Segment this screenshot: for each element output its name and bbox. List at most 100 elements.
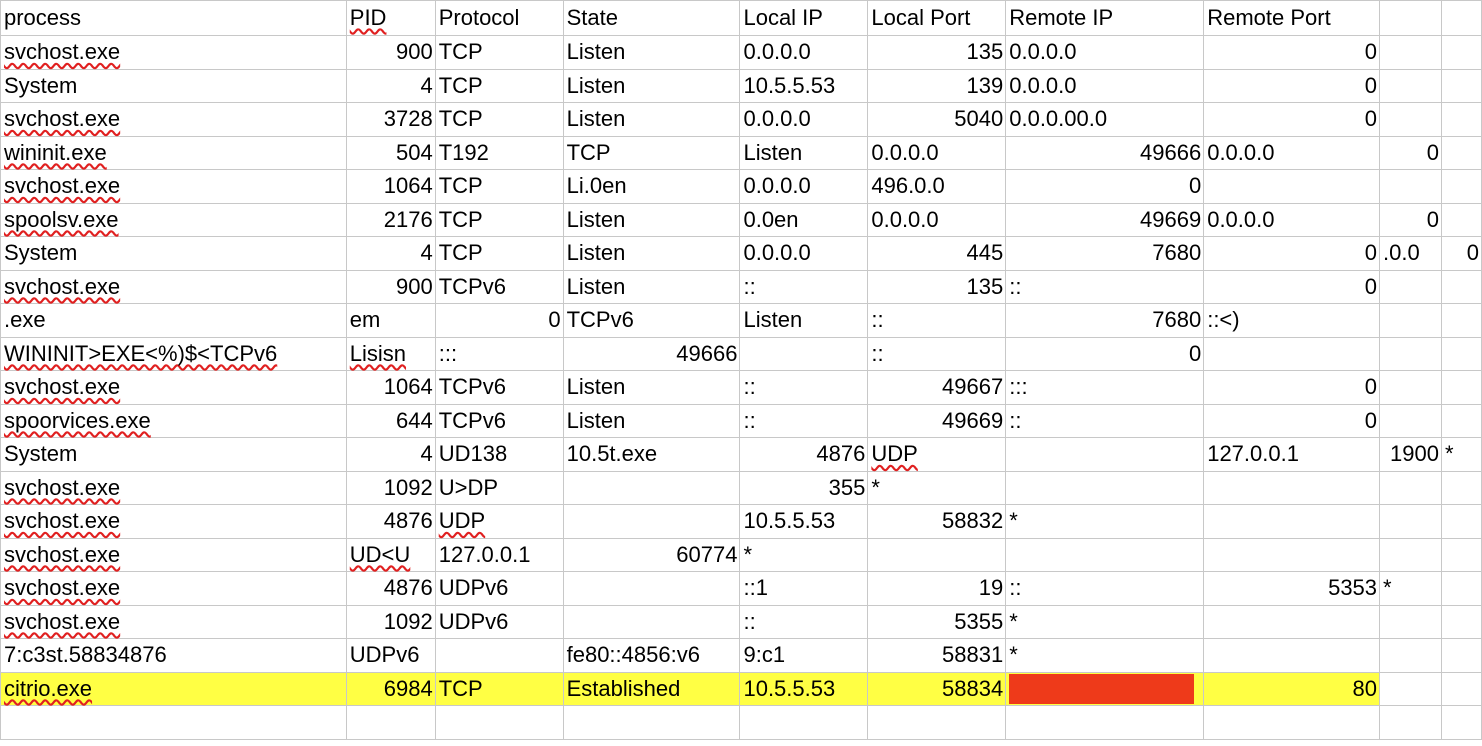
cell[interactable]: 1092 xyxy=(345,604,436,639)
cell[interactable]: svchost.exe xyxy=(0,571,347,606)
cell[interactable]: 0.0.0.0 xyxy=(739,102,869,137)
cell[interactable]: 127.0.0.1 xyxy=(1203,437,1381,472)
header-state[interactable]: State xyxy=(562,0,741,36)
cell[interactable] xyxy=(345,705,436,740)
cell[interactable]: ::: xyxy=(434,336,564,371)
cell[interactable] xyxy=(867,705,1007,740)
cell[interactable] xyxy=(1379,638,1442,673)
cell[interactable]: :: xyxy=(867,336,1007,371)
cell[interactable]: :: xyxy=(1005,403,1205,438)
cell[interactable]: :: xyxy=(739,604,869,639)
cell[interactable]: svchost.exe xyxy=(0,35,347,70)
cell[interactable]: 1092 xyxy=(345,470,436,505)
cell[interactable]: svchost.exe xyxy=(0,370,347,405)
cell[interactable] xyxy=(1441,35,1482,70)
cell[interactable] xyxy=(562,470,741,505)
cell[interactable]: UDP xyxy=(434,504,564,539)
cell[interactable]: Listen xyxy=(562,269,741,304)
cell[interactable]: 0.0.0.0 xyxy=(867,202,1007,237)
cell[interactable]: 5353 xyxy=(1203,571,1381,606)
cell[interactable]: 0.0.0.00.0 xyxy=(1005,102,1205,137)
cell[interactable]: :: xyxy=(1005,571,1205,606)
header-extra-2[interactable] xyxy=(1441,0,1482,36)
cell[interactable]: * xyxy=(1005,638,1205,673)
cell[interactable] xyxy=(434,638,564,673)
cell[interactable]: * xyxy=(739,537,869,572)
cell[interactable] xyxy=(1379,705,1442,740)
cell[interactable]: 0 xyxy=(434,303,564,338)
cell[interactable] xyxy=(1203,169,1381,204)
cell[interactable]: 0.0.0.0 xyxy=(867,135,1007,170)
cell[interactable]: 0.0.0.0 xyxy=(739,35,869,70)
header-protocol[interactable]: Protocol xyxy=(434,0,564,36)
cell[interactable] xyxy=(1441,571,1482,606)
header-local-ip[interactable]: Local IP xyxy=(739,0,869,36)
cell[interactable]: TCP xyxy=(434,169,564,204)
cell[interactable]: 0.0.0.0 xyxy=(1005,68,1205,103)
cell[interactable]: * xyxy=(867,470,1007,505)
header-extra-1[interactable] xyxy=(1379,0,1442,36)
cell[interactable]: 0 xyxy=(1379,202,1442,237)
cell[interactable]: * xyxy=(1441,437,1482,472)
cell[interactable]: Listen xyxy=(562,403,741,438)
cell[interactable]: 4 xyxy=(345,437,436,472)
cell[interactable]: 0 xyxy=(1203,236,1381,271)
cell[interactable]: 5040 xyxy=(867,102,1007,137)
cell[interactable] xyxy=(1379,537,1442,572)
cell[interactable]: svchost.exe xyxy=(0,537,347,572)
cell[interactable]: spoolsv.exe xyxy=(0,202,347,237)
cell[interactable]: 1064 xyxy=(345,169,436,204)
cell[interactable] xyxy=(1379,470,1442,505)
cell[interactable] xyxy=(1379,336,1442,371)
cell[interactable]: T192 xyxy=(434,135,564,170)
cell[interactable] xyxy=(1203,336,1381,371)
cell[interactable]: :: xyxy=(867,303,1007,338)
cell[interactable] xyxy=(1441,169,1482,204)
cell[interactable]: UDP xyxy=(867,437,1007,472)
cell[interactable]: 49669 xyxy=(1005,202,1205,237)
cell[interactable]: 4876 xyxy=(345,571,436,606)
cell[interactable] xyxy=(562,571,741,606)
cell[interactable]: :: xyxy=(739,370,869,405)
cell[interactable]: 7680 xyxy=(1005,236,1205,271)
cell[interactable]: 49666 xyxy=(1005,135,1205,170)
cell[interactable]: 4 xyxy=(345,68,436,103)
cell[interactable]: 139 xyxy=(867,68,1007,103)
cell[interactable]: TCP xyxy=(434,68,564,103)
cell[interactable]: 0 xyxy=(1203,269,1381,304)
redacted-remote-ip-cell[interactable] xyxy=(1005,671,1205,706)
cell[interactable]: 0.0.0.0 xyxy=(739,236,869,271)
cell[interactable]: :: xyxy=(739,269,869,304)
cell[interactable]: .exe xyxy=(0,303,347,338)
cell[interactable] xyxy=(1441,604,1482,639)
cell[interactable] xyxy=(1441,102,1482,137)
cell[interactable]: Listen xyxy=(739,303,869,338)
cell[interactable]: 900 xyxy=(345,269,436,304)
cell[interactable]: 0 xyxy=(1203,68,1381,103)
cell[interactable] xyxy=(1441,638,1482,673)
cell[interactable]: 355 xyxy=(739,470,869,505)
cell[interactable]: 0.0.0.0 xyxy=(1203,202,1381,237)
cell[interactable]: 7:c3st.58834876 xyxy=(0,638,347,673)
cell[interactable]: * xyxy=(1379,571,1442,606)
cell[interactable] xyxy=(1441,504,1482,539)
cell[interactable]: 49666 xyxy=(562,336,741,371)
cell[interactable]: TCPv6 xyxy=(434,403,564,438)
cell[interactable]: 58834 xyxy=(867,671,1007,706)
cell[interactable]: 2176 xyxy=(345,202,436,237)
cell[interactable]: UDPv6 xyxy=(434,571,564,606)
cell[interactable]: svchost.exe xyxy=(0,604,347,639)
cell[interactable] xyxy=(1441,470,1482,505)
cell[interactable]: svchost.exe xyxy=(0,470,347,505)
cell[interactable] xyxy=(1441,135,1482,170)
cell[interactable]: 3728 xyxy=(345,102,436,137)
cell[interactable] xyxy=(562,705,741,740)
cell[interactable]: svchost.exe xyxy=(0,102,347,137)
cell[interactable]: 135 xyxy=(867,269,1007,304)
cell[interactable]: UDPv6 xyxy=(434,604,564,639)
cell[interactable] xyxy=(1005,470,1205,505)
cell[interactable]: 1900 xyxy=(1379,437,1442,472)
cell[interactable]: TCP xyxy=(434,236,564,271)
cell[interactable]: 60774 xyxy=(562,537,741,572)
cell[interactable]: 504 xyxy=(345,135,436,170)
